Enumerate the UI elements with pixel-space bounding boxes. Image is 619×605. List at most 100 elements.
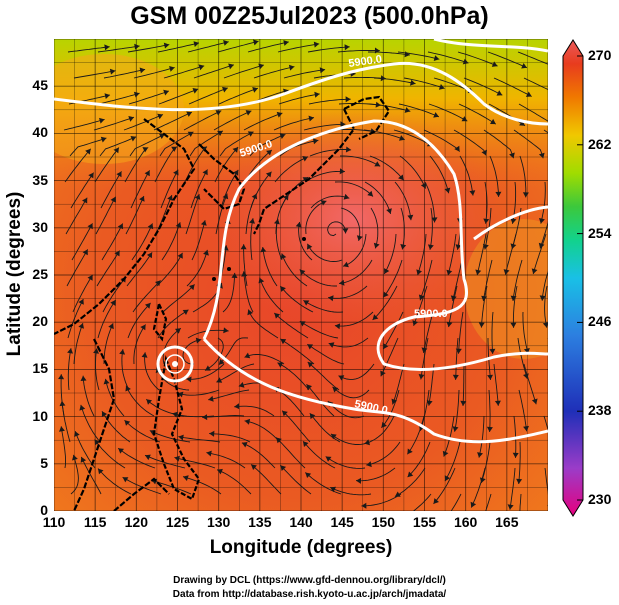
streamline [310, 195, 350, 209]
streamline-arrowhead [208, 395, 214, 402]
streamline-arrowhead [444, 187, 451, 194]
streamline-arrowhead [113, 147, 119, 154]
streamline [189, 130, 224, 157]
y-tick-label: 5 [40, 454, 48, 471]
y-tick-label: 45 [32, 77, 48, 94]
streamline-arrowhead [496, 90, 503, 96]
x-tick-label: 160 [453, 514, 478, 530]
y-tick-label: 30 [32, 218, 48, 235]
streamline-arrowhead [361, 502, 367, 509]
streamline [279, 139, 319, 157]
streamline [222, 272, 236, 313]
streamline-arrowhead [542, 322, 548, 328]
streamline-arrowhead [313, 41, 320, 48]
streamline-arrowhead [202, 169, 208, 176]
streamline-arrowhead [82, 197, 88, 204]
streamline-arrowhead [116, 171, 122, 178]
streamline-arrowhead [280, 253, 287, 260]
streamline-arrowhead [223, 327, 229, 334]
streamline-arrowhead [203, 249, 209, 256]
streamline [97, 299, 116, 339]
streamline-arrowhead [503, 269, 510, 275]
streamline [462, 364, 465, 407]
streamline [342, 233, 367, 267]
colorbar-gradient [562, 39, 584, 517]
colorbar-tick-label: 262 [588, 135, 612, 152]
streamline-arrowhead [251, 193, 258, 200]
streamline [417, 233, 427, 276]
streamline-arrowhead [117, 223, 124, 230]
streamline-arrowhead [175, 222, 182, 228]
streamline-arrowhead [274, 313, 280, 319]
streamline-arrowhead [394, 491, 401, 497]
streamline [219, 131, 254, 157]
streamline-arrowhead [339, 168, 345, 175]
streamline [334, 311, 374, 327]
streamline [61, 400, 71, 443]
streamline [476, 233, 487, 276]
streamline-arrowhead [147, 223, 154, 230]
streamline [67, 298, 84, 339]
streamline [355, 467, 396, 482]
streamline [334, 181, 374, 197]
streamline-arrowhead [155, 280, 161, 287]
streamline [429, 155, 450, 194]
streamline [182, 476, 222, 495]
streamline-arrowhead [539, 295, 546, 301]
streamline-arrowhead [59, 400, 66, 407]
streamline [95, 348, 100, 391]
streamline-arrowhead [431, 217, 438, 223]
streamline-arrowhead [85, 148, 91, 155]
streamline-arrowhead [252, 87, 258, 93]
x-tick-label: 115 [83, 514, 107, 530]
streamline-arrowhead [244, 418, 251, 425]
streamline [370, 207, 379, 249]
streamline-arrowhead [78, 299, 84, 305]
streamline-arrowhead [171, 146, 177, 152]
streamline [340, 155, 381, 167]
streamline [93, 116, 135, 131]
streamline-arrowhead [82, 249, 88, 256]
streamline-arrowhead [178, 434, 184, 441]
streamline [328, 285, 368, 299]
streamline-arrowhead [122, 477, 129, 483]
colorbar-tick-label: 254 [588, 224, 612, 241]
streamline-arrowhead [306, 384, 312, 391]
streamline-arrowhead [159, 133, 165, 139]
streamline [369, 155, 404, 181]
streamline-arrowhead [222, 193, 229, 200]
streamline [383, 233, 397, 275]
streamline [407, 415, 425, 455]
streamline-arrowhead [128, 116, 134, 122]
y-tick-label: 0 [40, 502, 48, 518]
streamline-arrowhead [231, 272, 238, 278]
streamline [117, 447, 156, 469]
streamline [71, 223, 93, 261]
streamline [82, 375, 95, 417]
streamline-arrowhead [483, 218, 490, 224]
streamline-arrowhead [283, 40, 289, 46]
streamline [443, 415, 455, 457]
streamline [126, 252, 153, 287]
streamline-arrowhead [332, 386, 339, 393]
streamline [364, 415, 395, 445]
streamline [99, 136, 137, 157]
streamline [213, 110, 252, 131]
streamline-arrowhead [145, 454, 151, 461]
subtropical-high-core [204, 109, 504, 329]
streamline [253, 66, 295, 79]
streamline-arrowhead [433, 112, 439, 118]
streamline-arrowhead [87, 223, 93, 230]
streamline [157, 309, 189, 339]
streamline-arrowhead [481, 149, 487, 156]
streamline [458, 103, 497, 125]
x-tick-label: 120 [124, 514, 148, 530]
streamline [122, 476, 162, 495]
streamline [459, 155, 474, 196]
streamline-arrowhead [314, 91, 320, 98]
streamline [478, 415, 485, 458]
streamline [124, 147, 149, 183]
streamline [382, 311, 404, 350]
x-tick-label: 165 [495, 514, 519, 530]
coastlines [54, 95, 391, 511]
